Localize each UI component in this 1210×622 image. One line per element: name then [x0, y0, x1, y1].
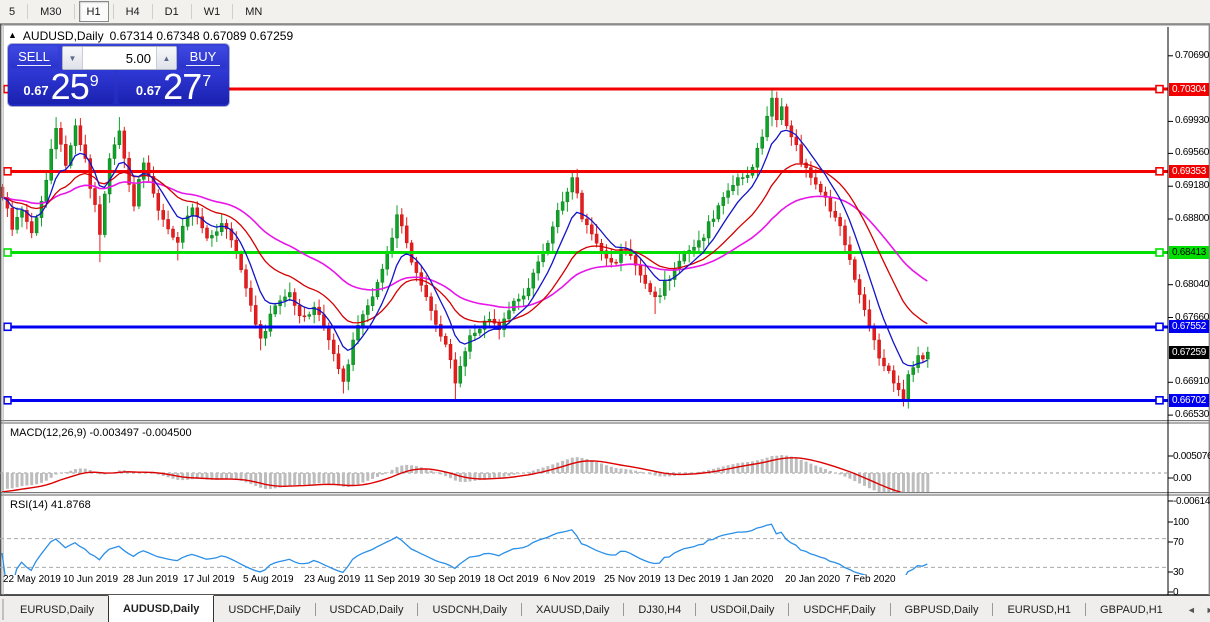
- date-tick-label: 20 Jan 2020: [785, 574, 841, 585]
- tab-separator: [1085, 603, 1087, 616]
- price-tick-label: 0.66910: [1175, 376, 1210, 388]
- volume-field[interactable]: 5.00: [125, 50, 151, 66]
- tab-scroll-arrows: ◄ ►: [1177, 596, 1210, 622]
- current-price-badge: 0.67259: [1169, 345, 1209, 359]
- chart-tab-usdchf-daily[interactable]: USDCHF,Daily: [803, 603, 876, 616]
- buy-underline: [186, 64, 220, 66]
- date-tick-label: 18 Oct 2019: [484, 574, 539, 585]
- rsi-tick-label: 100: [1173, 517, 1189, 528]
- line-price-badge: 0.67552: [1169, 320, 1209, 334]
- chart-title: ▲ AUDUSD,Daily 0.67314 0.67348 0.67089 0…: [8, 29, 293, 43]
- chart-tab-eurusd-daily[interactable]: EURUSD,Daily: [20, 603, 94, 616]
- date-tick-label: 5 Aug 2019: [243, 574, 294, 585]
- date-tick-label: 6 Nov 2019: [544, 574, 596, 585]
- date-tick-label: 11 Sep 2019: [364, 574, 420, 585]
- toolbar-separator: [232, 4, 234, 19]
- chart-window[interactable]: ▲ AUDUSD,Daily 0.67314 0.67348 0.67089 0…: [0, 24, 1210, 598]
- tab-separator: [889, 603, 891, 616]
- macd-tick-label: 0.005076: [1173, 451, 1210, 462]
- price-tick-label: 0.69560: [1175, 147, 1210, 159]
- buy-button[interactable]: BUY: [179, 46, 227, 68]
- toolbar-separator: [190, 4, 192, 19]
- price-tick-label: 0.69180: [1175, 180, 1210, 192]
- tab-separator: [992, 603, 994, 616]
- ohlc-values: 0.67314 0.67348 0.67089 0.67259: [109, 29, 294, 43]
- rsi-tick-label: 30: [1173, 567, 1184, 578]
- macd-tick-label: -0.006148: [1173, 496, 1210, 507]
- date-tick-label: 28 Jun 2019: [123, 574, 179, 585]
- chart-tab-dj30-h4[interactable]: DJ30,H4: [638, 603, 682, 616]
- price-tick-label: 0.69930: [1175, 115, 1210, 127]
- price-tick-label: 0.66530: [1175, 409, 1210, 421]
- toolbar-separator: [73, 4, 75, 19]
- date-tick-label: 10 Jun 2019: [63, 574, 119, 585]
- date-tick-label: 13 Dec 2019: [664, 574, 721, 585]
- chart-tabs: EURUSD,Daily AUDUSD,Daily USDCHF,Daily USDC…: [6, 595, 1177, 622]
- chart-tab-usdoil-daily[interactable]: USDOil,Daily: [710, 603, 775, 616]
- chart-tab-usdcnh-daily[interactable]: USDCNH,Daily: [432, 603, 508, 616]
- timeframe-button-h4[interactable]: H4: [125, 5, 140, 18]
- price-chart-canvas[interactable]: [0, 24, 1210, 595]
- price-tick-label: 0.68800: [1175, 213, 1210, 225]
- volume-decrease-button[interactable]: ▼: [63, 47, 83, 69]
- toolbar-separator: [151, 4, 153, 19]
- date-tick-label: 1 Jan 2020: [724, 574, 774, 585]
- tab-separator: [314, 603, 316, 616]
- tab-scroll-left-icon[interactable]: ◄: [1186, 604, 1196, 615]
- date-tick-label: 22 May 2019: [3, 574, 61, 585]
- tab-separator: [695, 603, 697, 616]
- chart-tab-usdchf-daily[interactable]: USDCHF,Daily: [228, 603, 301, 616]
- chart-tab-usdcad-daily[interactable]: USDCAD,Daily: [329, 603, 404, 616]
- chart-tab-xauusd-daily[interactable]: XAUUSD,Daily: [536, 603, 610, 616]
- price-tick-label: 0.68040: [1175, 278, 1210, 290]
- price-tick-label: 0.70690: [1175, 49, 1210, 61]
- rsi-tick-label: 0: [1173, 587, 1179, 598]
- tab-scroll-right-icon[interactable]: ►: [1206, 605, 1210, 615]
- timeframe-button-d1[interactable]: D1: [164, 5, 179, 18]
- macd-label: MACD(12,26,9) -0.003497 -0.004500: [10, 427, 192, 439]
- tab-separator: [417, 603, 419, 616]
- timeframe-toolbar: 5 M30 H1 H4 D1 W1 MN: [0, 0, 1210, 24]
- tab-separator: [521, 603, 523, 616]
- price-tick-label: 0.67660: [1175, 311, 1210, 323]
- chart-tab-gbpusd-daily[interactable]: GBPUSD,Daily: [904, 603, 979, 616]
- date-tick-label: 17 Jul 2019: [183, 574, 235, 585]
- chart-tab-eurusd-h1[interactable]: EURUSD,H1: [1007, 603, 1072, 616]
- timeframe-button-w1[interactable]: W1: [203, 5, 221, 18]
- chart-tab-gbpaud-h1[interactable]: GBPAUD,H1: [1100, 603, 1163, 616]
- tab-separator: [788, 603, 790, 616]
- tabbar-grip: [2, 599, 4, 620]
- date-tick-label: 23 Aug 2019: [304, 574, 361, 585]
- sell-underline: [17, 64, 51, 66]
- buy-price-button[interactable]: 0.67 27 7: [118, 69, 229, 105]
- symbol-period-label: AUDUSD,Daily: [22, 29, 104, 43]
- line-price-badge: 0.66702: [1169, 393, 1209, 407]
- date-tick-label: 7 Feb 2020: [845, 574, 896, 585]
- line-price-badge: 0.68413: [1169, 245, 1209, 259]
- timeframe-button-mn[interactable]: MN: [245, 5, 263, 18]
- volume-increase-button[interactable]: ▲: [156, 47, 176, 69]
- rsi-tick-label: 70: [1173, 537, 1184, 548]
- sell-price-button[interactable]: 0.67 25 9: [8, 69, 114, 105]
- chart-tabs-bar: EURUSD,Daily AUDUSD,Daily USDCHF,Daily USDC…: [0, 595, 1210, 622]
- timeframe-button-m30[interactable]: M30: [40, 5, 62, 18]
- line-price-badge: 0.70304: [1169, 82, 1209, 96]
- tab-separator: [623, 603, 625, 616]
- toolbar-separator: [27, 4, 29, 19]
- one-click-trade-panel: SELL ▼ 5.00 ▲ BUY 0.67 25 9 0.67 27 7: [8, 44, 229, 106]
- date-tick-label: 30 Sep 2019: [424, 574, 481, 585]
- line-price-badge: 0.69353: [1169, 164, 1209, 178]
- collapse-triangle-icon[interactable]: ▲: [8, 30, 17, 40]
- rsi-label: RSI(14) 41.8768: [10, 499, 91, 511]
- macd-tick-label: 0.00: [1173, 473, 1192, 484]
- volume-spinner: ▼ 5.00 ▲: [62, 46, 177, 70]
- sell-button[interactable]: SELL: [10, 46, 58, 68]
- chart-tab-audusd-daily[interactable]: AUDUSD,Daily: [107, 595, 215, 622]
- timeframe-button-h1[interactable]: H1: [78, 1, 109, 22]
- timeframe-button-5[interactable]: 5: [9, 5, 16, 18]
- date-tick-label: 25 Nov 2019: [604, 574, 661, 585]
- toolbar-separator: [112, 4, 114, 19]
